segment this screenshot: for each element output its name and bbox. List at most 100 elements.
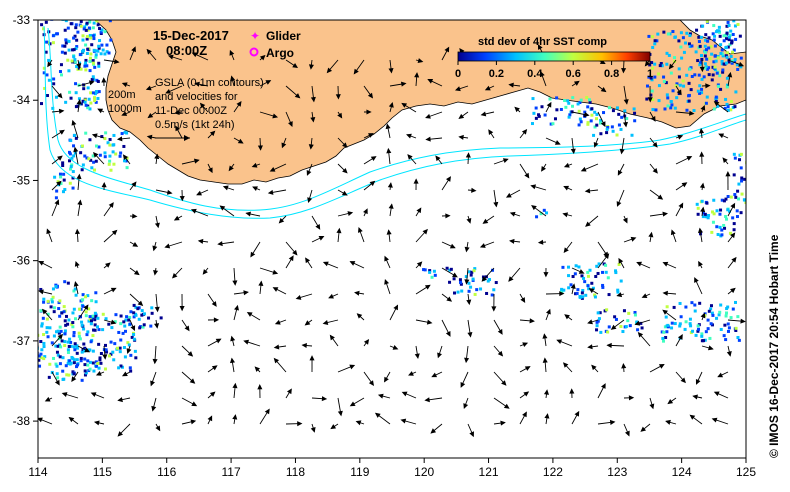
sst-patch	[722, 223, 726, 227]
velocity-arrow-head-icon	[700, 206, 706, 213]
sst-patch	[92, 96, 96, 100]
velocity-arrow-head-icon	[110, 287, 117, 293]
sst-patch	[62, 172, 66, 176]
sst-patch	[720, 233, 724, 237]
velocity-arrow-head-icon	[616, 292, 623, 298]
sst-patch	[605, 131, 609, 135]
sst-patch	[134, 305, 138, 309]
sst-patch	[712, 212, 716, 216]
sst-patch	[730, 39, 734, 43]
velocity-arrow-head-icon	[686, 156, 693, 161]
sst-patch	[737, 338, 741, 342]
sst-patch	[617, 112, 621, 116]
sst-patch	[606, 330, 610, 334]
sst-patch	[112, 162, 116, 166]
velocity-arrow-head-icon	[184, 325, 190, 332]
sst-patch	[452, 277, 456, 281]
sst-patch	[62, 377, 66, 381]
sst-patch	[689, 88, 693, 92]
sst-patch	[725, 83, 729, 87]
sst-patch	[744, 201, 746, 205]
sst-patch	[83, 373, 87, 377]
sst-patch	[75, 65, 79, 69]
sst-patch	[422, 268, 426, 272]
sst-patch	[117, 330, 121, 334]
velocity-arrow-head-icon	[424, 397, 430, 403]
velocity-arrow-head-icon	[133, 270, 140, 276]
sst-patch	[111, 150, 115, 154]
sst-patch	[21, 327, 24, 330]
sst-patch	[681, 79, 685, 83]
sst-patch	[137, 317, 141, 321]
sst-patch	[87, 97, 91, 101]
sst-patch	[555, 96, 559, 100]
sst-patch	[708, 56, 712, 60]
velocity-arrow-head-icon	[197, 238, 204, 244]
sst-patch	[63, 340, 67, 344]
sst-patch	[125, 131, 129, 135]
sst-patch	[712, 107, 716, 111]
velocity-arrow-head-icon	[677, 334, 683, 340]
sst-patch	[735, 63, 739, 67]
velocity-arrow-head-icon	[648, 231, 654, 238]
sst-patch	[583, 110, 587, 114]
sst-patch	[595, 320, 599, 324]
sst-patch	[86, 294, 90, 298]
sst-patch	[705, 57, 709, 61]
sst-patch	[75, 344, 79, 348]
sst-patch	[705, 201, 709, 205]
sst-patch	[124, 318, 128, 322]
velocity-arrow-head-icon	[621, 68, 627, 74]
sst-patch	[41, 27, 45, 31]
sst-patch	[75, 15, 78, 18]
sst-patch	[666, 32, 670, 36]
sst-patch	[706, 327, 710, 331]
velocity-arrow-head-icon	[384, 376, 389, 383]
velocity-arrow-head-icon	[508, 276, 514, 282]
sst-patch	[140, 309, 144, 313]
sst-patch	[61, 356, 65, 360]
sst-patch	[657, 99, 661, 103]
velocity-arrow-head-icon	[600, 121, 606, 128]
velocity-arrow-head-icon	[417, 58, 424, 64]
sst-patch	[583, 280, 587, 284]
sst-patch	[91, 154, 95, 158]
sst-patch	[694, 333, 698, 337]
velocity-arrow-head-icon	[426, 319, 433, 325]
sst-patch	[108, 20, 112, 23]
sst-patch	[52, 306, 56, 310]
sst-patch	[59, 329, 63, 333]
sst-patch	[732, 48, 736, 52]
sst-patch	[605, 308, 609, 312]
velocity-arrow-head-icon	[243, 339, 250, 345]
sst-patch	[48, 326, 52, 330]
sst-patch	[39, 356, 43, 360]
velocity-arrow-head-icon	[713, 101, 720, 107]
sst-patch	[650, 78, 654, 82]
velocity-arrow-head-icon	[699, 128, 705, 134]
velocity-arrow-head-icon	[146, 48, 152, 55]
sst-patch	[625, 117, 629, 121]
sst-patch	[714, 97, 718, 101]
sst-patch	[64, 314, 68, 318]
sst-patch	[688, 34, 692, 38]
velocity-arrow-head-icon	[257, 145, 263, 151]
sst-patch	[714, 95, 718, 99]
sst-patch	[665, 305, 669, 309]
sst-patch	[83, 98, 87, 102]
sst-patch	[54, 362, 58, 366]
sst-patch	[580, 274, 584, 278]
sst-patch	[666, 96, 670, 100]
velocity-arrow-head-icon	[108, 202, 114, 208]
sst-patch	[739, 152, 743, 156]
sst-patch	[540, 105, 544, 109]
sst-patch	[635, 320, 639, 324]
sst-patch	[586, 284, 590, 288]
sst-patch	[729, 29, 733, 33]
sst-patch	[560, 290, 564, 294]
sst-patch	[109, 168, 113, 172]
time-label: 08:00Z	[166, 43, 207, 58]
sst-patch	[72, 289, 76, 293]
sst-patch	[711, 220, 715, 224]
sst-patch	[722, 34, 726, 38]
